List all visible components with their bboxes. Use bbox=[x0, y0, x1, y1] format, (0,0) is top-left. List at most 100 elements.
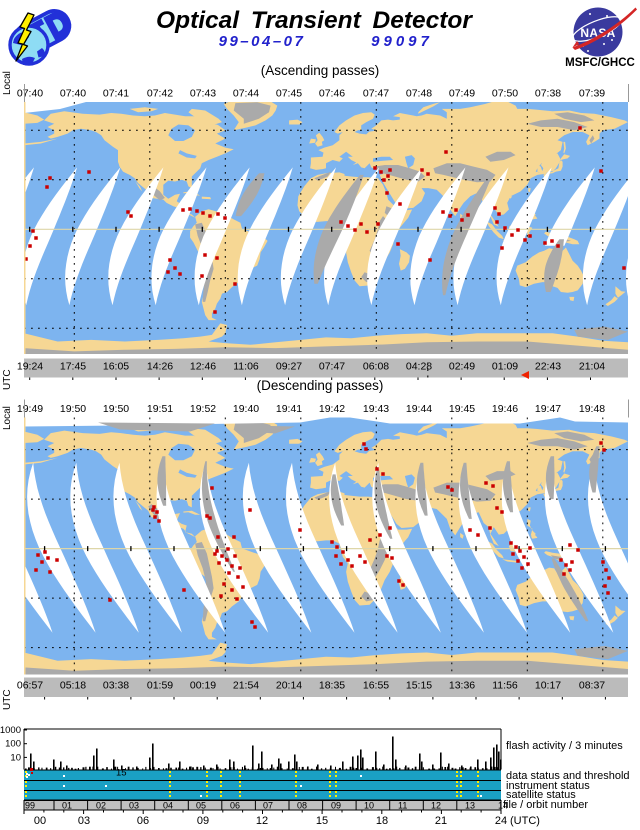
svg-text:Local: Local bbox=[2, 406, 13, 430]
svg-text:16:05: 16:05 bbox=[103, 361, 129, 373]
svg-text:19:44: 19:44 bbox=[406, 403, 432, 415]
svg-text:UTC: UTC bbox=[2, 689, 13, 710]
svg-text:99–04–07: 99–04–07 bbox=[219, 33, 306, 50]
svg-text:06:57: 06:57 bbox=[17, 680, 43, 692]
svg-text:22:43: 22:43 bbox=[535, 361, 561, 373]
svg-text:19:49: 19:49 bbox=[17, 403, 43, 415]
svg-text:07:40: 07:40 bbox=[60, 88, 86, 100]
svg-text:16:55: 16:55 bbox=[363, 680, 389, 692]
svg-text:17:45: 17:45 bbox=[60, 361, 86, 373]
svg-text:12: 12 bbox=[256, 815, 268, 827]
svg-text:(UTC): (UTC) bbox=[510, 815, 540, 827]
svg-text:07:45: 07:45 bbox=[276, 88, 302, 100]
svg-text:07:41: 07:41 bbox=[103, 88, 129, 100]
svg-text:05: 05 bbox=[196, 801, 206, 811]
svg-text:04: 04 bbox=[163, 801, 173, 811]
svg-text:01:09: 01:09 bbox=[492, 361, 518, 373]
svg-text:19:51: 19:51 bbox=[147, 403, 173, 415]
svg-text:13: 13 bbox=[465, 801, 475, 811]
svg-text:07:49: 07:49 bbox=[449, 88, 475, 100]
svg-text:02:49: 02:49 bbox=[449, 361, 475, 373]
svg-text:UTC: UTC bbox=[2, 369, 13, 390]
svg-text:Local: Local bbox=[2, 71, 13, 95]
svg-text:14: 14 bbox=[498, 801, 508, 811]
svg-text:(Descending passes): (Descending passes) bbox=[257, 378, 384, 393]
svg-text:01: 01 bbox=[62, 801, 72, 811]
svg-text:07:38: 07:38 bbox=[535, 88, 561, 100]
svg-text:11:56: 11:56 bbox=[492, 680, 518, 692]
svg-text:19:41: 19:41 bbox=[276, 403, 302, 415]
svg-text:01:59: 01:59 bbox=[147, 680, 173, 692]
svg-text:18:35: 18:35 bbox=[319, 680, 345, 692]
svg-text:MSFC/GHCC: MSFC/GHCC bbox=[565, 57, 635, 69]
svg-text:24: 24 bbox=[495, 815, 507, 827]
svg-text:04:28: 04:28 bbox=[406, 361, 432, 373]
svg-text:07:44: 07:44 bbox=[233, 88, 259, 100]
svg-text:19:47: 19:47 bbox=[535, 403, 561, 415]
svg-text:09: 09 bbox=[197, 815, 209, 827]
svg-text:19:52: 19:52 bbox=[190, 403, 216, 415]
svg-text:19:50: 19:50 bbox=[60, 403, 86, 415]
svg-text:03:38: 03:38 bbox=[103, 680, 129, 692]
svg-text:07:48: 07:48 bbox=[406, 88, 432, 100]
svg-text:07:46: 07:46 bbox=[319, 88, 345, 100]
svg-text:07:50: 07:50 bbox=[492, 88, 518, 100]
svg-text:99: 99 bbox=[25, 801, 35, 811]
svg-text:18: 18 bbox=[376, 815, 388, 827]
svg-text:instrument status: instrument status bbox=[506, 780, 590, 792]
svg-text:20:14: 20:14 bbox=[276, 680, 302, 692]
svg-text:07:47: 07:47 bbox=[363, 88, 389, 100]
svg-text:15:15: 15:15 bbox=[406, 680, 432, 692]
svg-text:NASA: NASA bbox=[580, 26, 615, 40]
svg-text:05:18: 05:18 bbox=[60, 680, 86, 692]
svg-text:08:37: 08:37 bbox=[579, 680, 605, 692]
svg-text:1000: 1000 bbox=[0, 725, 21, 736]
svg-text:00: 00 bbox=[34, 815, 46, 827]
svg-text:08: 08 bbox=[297, 801, 307, 811]
svg-text:19:46: 19:46 bbox=[492, 403, 518, 415]
svg-text:21: 21 bbox=[435, 815, 447, 827]
svg-text:(Ascending passes): (Ascending passes) bbox=[261, 63, 380, 78]
svg-text:10:17: 10:17 bbox=[535, 680, 561, 692]
svg-text:file / orbit number: file / orbit number bbox=[503, 799, 588, 811]
svg-text:09:27: 09:27 bbox=[276, 361, 302, 373]
svg-text:11:06: 11:06 bbox=[233, 361, 259, 373]
svg-text:19:50: 19:50 bbox=[103, 403, 129, 415]
svg-text:14:26: 14:26 bbox=[147, 361, 173, 373]
svg-text:07: 07 bbox=[263, 801, 273, 811]
svg-text:15: 15 bbox=[316, 815, 328, 827]
svg-text:flash activity / 3 minutes: flash activity / 3 minutes bbox=[506, 740, 623, 752]
svg-text:12:46: 12:46 bbox=[190, 361, 216, 373]
svg-text:06: 06 bbox=[230, 801, 240, 811]
svg-text:06:08: 06:08 bbox=[363, 361, 389, 373]
svg-text:10: 10 bbox=[10, 752, 21, 763]
svg-text:03: 03 bbox=[78, 815, 90, 827]
svg-text:03: 03 bbox=[129, 801, 139, 811]
svg-text:06: 06 bbox=[137, 815, 149, 827]
svg-text:15: 15 bbox=[116, 768, 127, 779]
svg-text:19:40: 19:40 bbox=[233, 403, 259, 415]
svg-text:19:45: 19:45 bbox=[449, 403, 475, 415]
svg-text:07:47: 07:47 bbox=[319, 361, 345, 373]
svg-text:21:54: 21:54 bbox=[233, 680, 259, 692]
svg-text:07:42: 07:42 bbox=[147, 88, 173, 100]
svg-text:19:42: 19:42 bbox=[319, 403, 345, 415]
svg-text:07:43: 07:43 bbox=[190, 88, 216, 100]
svg-text:02: 02 bbox=[96, 801, 106, 811]
svg-text:19:24: 19:24 bbox=[17, 361, 43, 373]
svg-text:19:48: 19:48 bbox=[579, 403, 605, 415]
svg-text:13:36: 13:36 bbox=[449, 680, 475, 692]
svg-text:Optical Transient Detector: Optical Transient Detector bbox=[156, 7, 473, 34]
svg-text:00:19: 00:19 bbox=[190, 680, 216, 692]
svg-text:10: 10 bbox=[364, 801, 374, 811]
svg-text:11: 11 bbox=[398, 801, 407, 811]
svg-text:09: 09 bbox=[331, 801, 341, 811]
svg-text:100: 100 bbox=[5, 739, 21, 750]
svg-text:data status and threshold: data status and threshold bbox=[506, 770, 630, 782]
svg-text:07:39: 07:39 bbox=[579, 88, 605, 100]
svg-text:07:40: 07:40 bbox=[17, 88, 43, 100]
svg-text:21:04: 21:04 bbox=[579, 361, 605, 373]
svg-text:99097: 99097 bbox=[371, 33, 433, 50]
svg-text:19:43: 19:43 bbox=[363, 403, 389, 415]
svg-text:12: 12 bbox=[431, 801, 441, 811]
